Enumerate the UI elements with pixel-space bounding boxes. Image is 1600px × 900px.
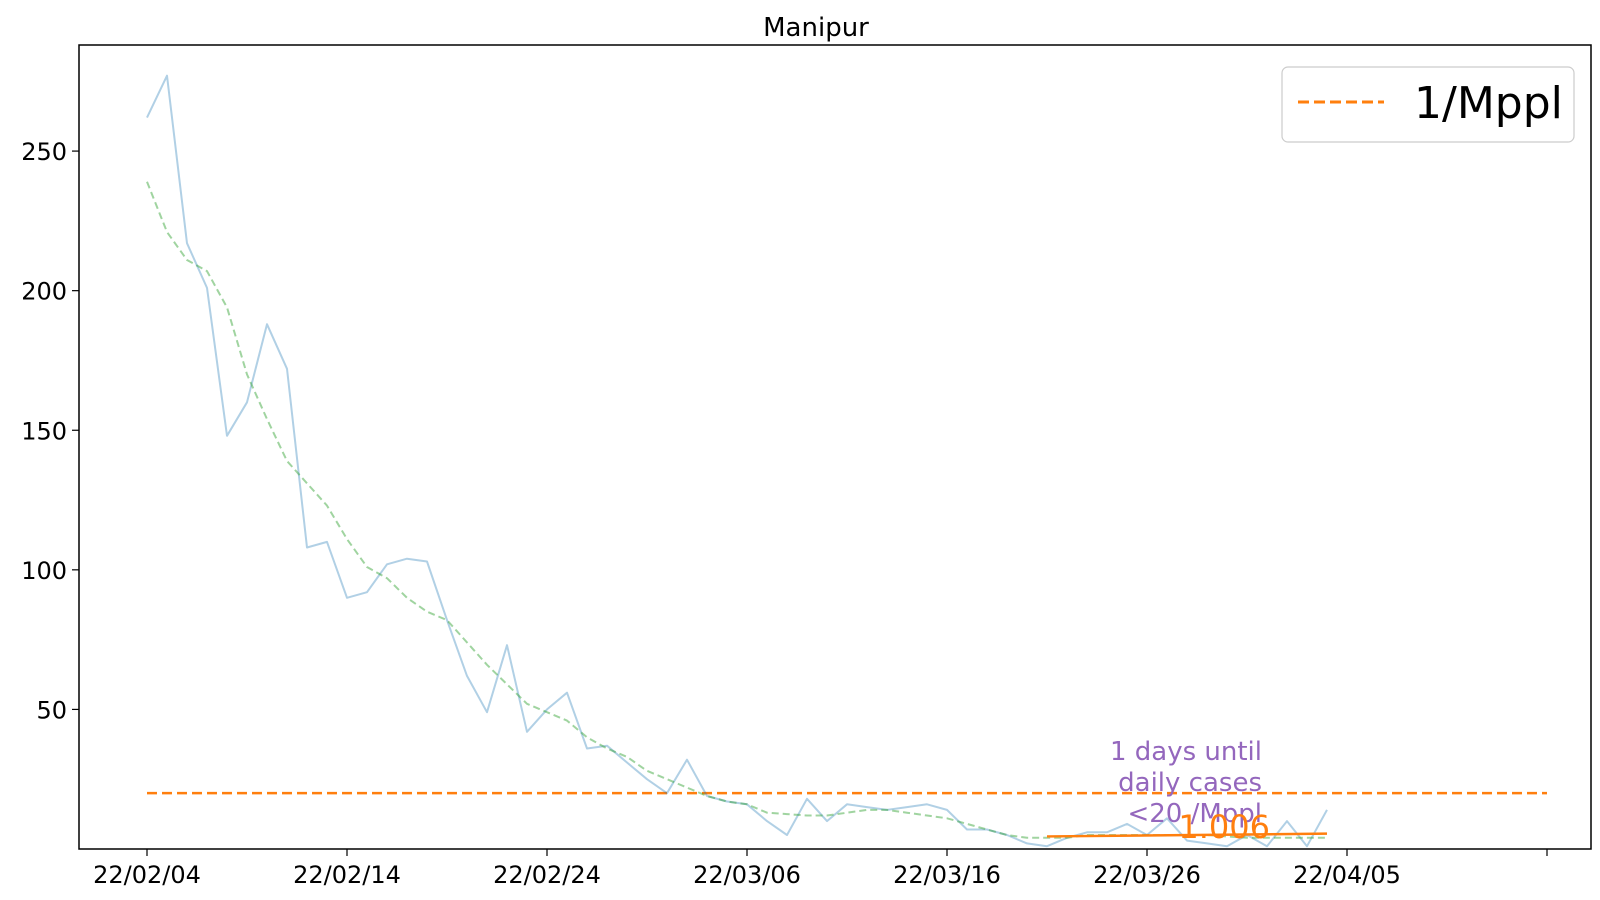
x-tick-label: 22/03/26 bbox=[1093, 861, 1201, 889]
legend: 1/Mppl bbox=[1281, 66, 1575, 143]
legend-label-threshold: 1/Mppl bbox=[1414, 78, 1563, 129]
x-tick-label: 22/03/16 bbox=[893, 861, 1001, 889]
legend-box bbox=[1281, 66, 1575, 143]
y-tick-label: 200 bbox=[21, 278, 67, 306]
x-axis: 22/02/04 22/02/14 22/02/24 22/03/06 22/03/16… bbox=[93, 849, 1548, 889]
series-line-smoothed bbox=[146, 181, 1327, 839]
trend-value-label: 1.006 bbox=[1178, 808, 1270, 846]
annotation-line-1: 1 days until bbox=[1110, 737, 1262, 767]
y-tick-label: 250 bbox=[21, 138, 67, 166]
annotations: 1 days until daily cases <20 /Mppl 1.006 bbox=[1110, 737, 1270, 846]
annotation-line-3: <20 /Mppl bbox=[1127, 799, 1262, 829]
x-tick-label: 22/02/14 bbox=[293, 861, 401, 889]
y-tick-label: 100 bbox=[21, 557, 67, 585]
plot-area bbox=[146, 74, 1547, 848]
x-tick-label: 22/03/06 bbox=[693, 861, 801, 889]
annotation-line-2: daily cases bbox=[1118, 768, 1262, 798]
series-line-daily-cases bbox=[146, 74, 1328, 848]
trend-line bbox=[1046, 832, 1328, 838]
plot-frame bbox=[78, 44, 1592, 850]
x-tick-label: 22/04/05 bbox=[1293, 861, 1401, 889]
x-tick-label: 22/02/24 bbox=[493, 861, 601, 889]
y-axis: 50 100 150 200 250 bbox=[21, 138, 79, 724]
x-tick-label: 22/02/04 bbox=[93, 861, 201, 889]
chart-title: Manipur bbox=[763, 13, 869, 43]
y-tick-label: 150 bbox=[21, 417, 67, 445]
y-tick-label: 50 bbox=[36, 696, 67, 724]
